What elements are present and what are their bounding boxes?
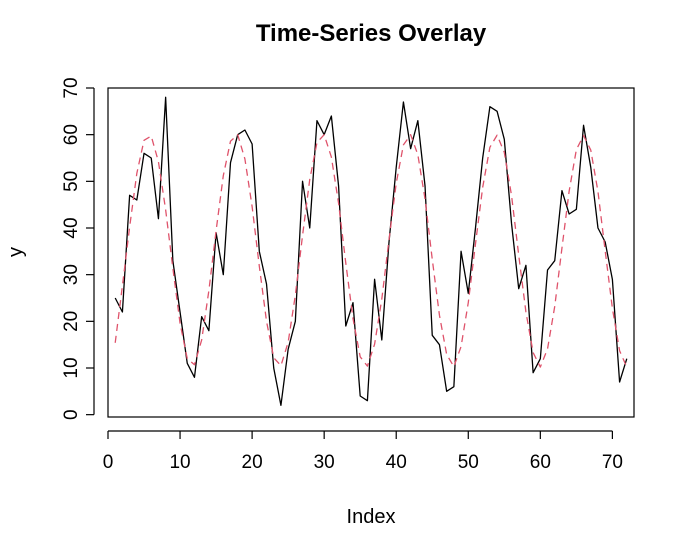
x-tick-label: 30 (314, 452, 335, 473)
series-line-solid (114, 96, 628, 406)
x-tick-label: 0 (103, 452, 114, 473)
y-tick-label: 40 (61, 217, 82, 238)
series-line-dashed (114, 134, 628, 368)
y-axis: 0 10 20 30 40 50 60 70 (61, 77, 95, 420)
y-tick-label: 70 (61, 77, 82, 98)
chart-title: Time-Series Overlay (256, 20, 487, 47)
x-tick-label: 40 (386, 452, 407, 473)
y-tick-label: 50 (61, 171, 82, 192)
y-tick-label: 30 (61, 264, 82, 285)
x-tick-label: 10 (169, 452, 190, 473)
y-axis-label: y (5, 247, 27, 257)
x-tick-label: 20 (242, 452, 263, 473)
x-tick-label: 50 (458, 452, 479, 473)
series-layer (114, 96, 628, 406)
y-tick-label: 10 (61, 357, 82, 378)
plot-frame (107, 87, 635, 418)
x-axis-label: Index (347, 506, 396, 528)
x-tick-label: 70 (602, 452, 623, 473)
x-tick-label: 60 (530, 452, 551, 473)
y-tick-label: 60 (61, 124, 82, 145)
x-axis: 0 10 20 30 40 50 60 70 (103, 430, 623, 473)
y-tick-label: 20 (61, 311, 82, 332)
y-tick-label: 0 (61, 409, 82, 420)
